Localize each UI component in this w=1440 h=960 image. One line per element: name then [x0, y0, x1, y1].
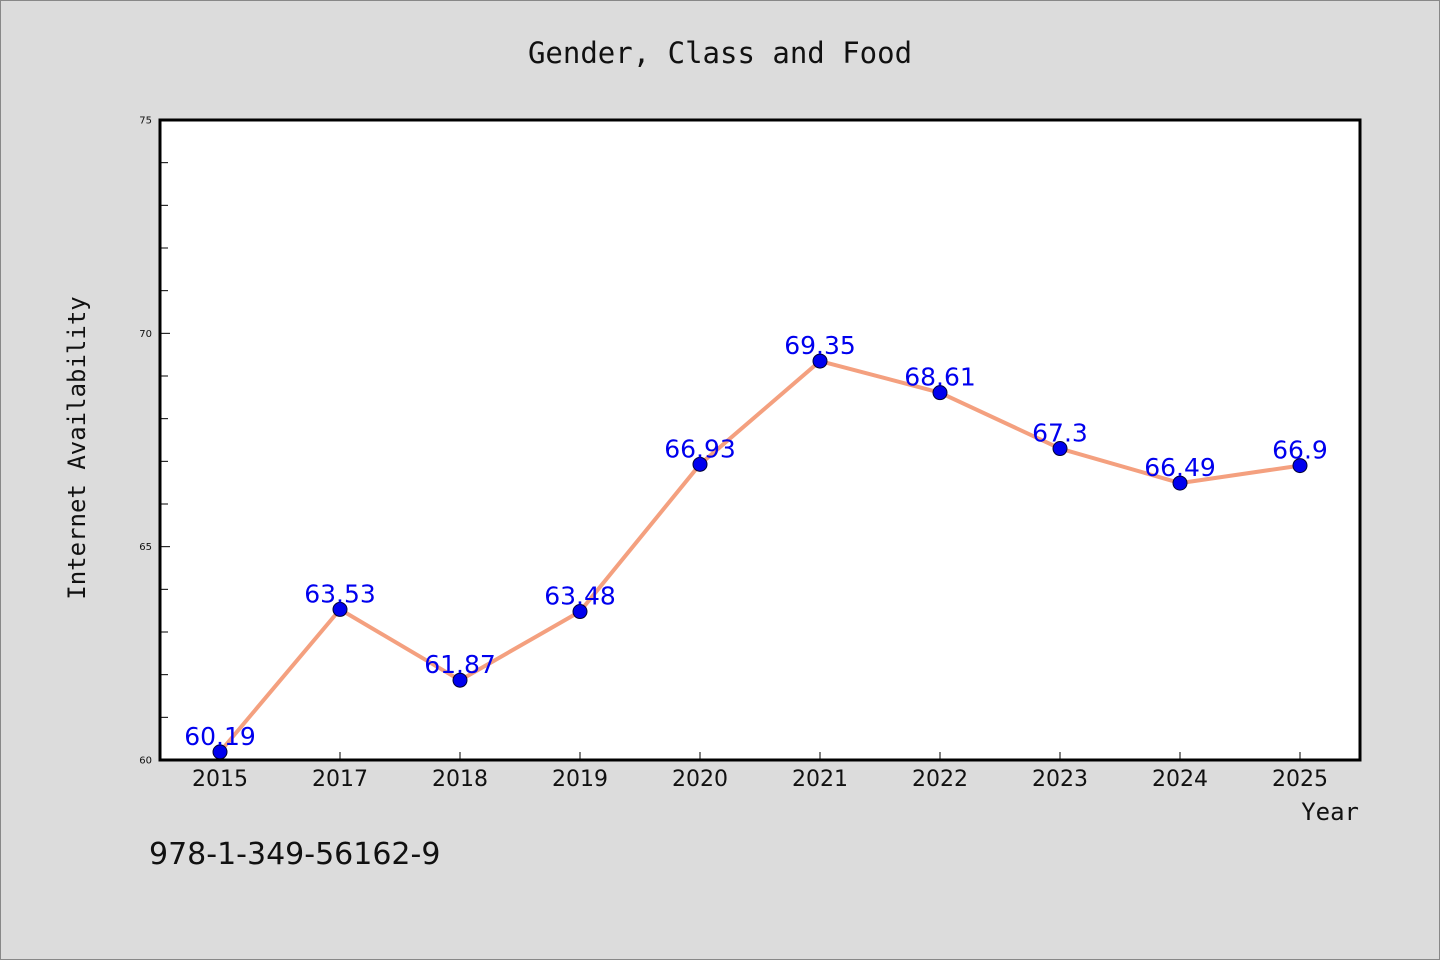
data-point	[1172, 475, 1188, 491]
data-point	[812, 353, 828, 369]
data-label: 66.49	[1144, 453, 1216, 482]
x-tick-label: 2018	[432, 767, 488, 792]
x-tick-label: 2019	[552, 767, 608, 792]
x-tick-label: 2021	[792, 767, 848, 792]
data-label: 61.87	[424, 650, 496, 679]
data-label: 66.93	[664, 434, 736, 463]
data-label: 60.19	[184, 722, 256, 751]
data-label: 66.9	[1272, 436, 1328, 465]
isbn-label: 978-1-349-56162-9	[149, 837, 440, 872]
data-point	[1292, 458, 1308, 474]
series-line	[218, 359, 1302, 754]
data-point	[692, 456, 708, 472]
x-axis-ticks: 2015 2017 2018 2019 2020 2021 2022 2023 2024 2025	[192, 752, 1328, 792]
x-tick-label: 2023	[1032, 767, 1088, 792]
data-label: 68.61	[904, 363, 976, 392]
x-tick-label: 2015	[192, 767, 248, 792]
data-markers	[212, 353, 1308, 760]
series-line-group	[218, 359, 1302, 754]
plot-border	[158, 118, 1362, 762]
chart-title: Gender, Class and Food	[528, 36, 912, 70]
data-label: 69.35	[784, 331, 856, 360]
x-axis-label: Year	[1301, 798, 1359, 826]
data-labels: 60.19 63.53 61.87 63.48 66.93 69.35 68.61 67.3 6…	[184, 331, 1328, 751]
data-point	[332, 601, 348, 617]
x-tick-label: 2025	[1272, 767, 1328, 792]
x-tick-label: 2022	[912, 767, 968, 792]
y-tick-label: 75	[139, 116, 152, 127]
x-tick-label: 2020	[672, 767, 728, 792]
x-tick-label: 2024	[1152, 767, 1208, 792]
y-axis-label: Internet Availability	[63, 296, 91, 599]
data-point	[1052, 441, 1068, 457]
data-point	[932, 385, 948, 401]
data-label: 67.3	[1032, 419, 1088, 448]
y-tick-label: 60	[139, 756, 152, 767]
y-tick-label: 70	[139, 329, 152, 340]
data-label: 63.48	[544, 582, 616, 611]
x-tick-label: 2017	[312, 767, 368, 792]
plot-area	[160, 120, 1360, 760]
data-point	[572, 604, 588, 620]
data-point	[452, 672, 468, 688]
data-label: 63.53	[304, 579, 376, 608]
y-tick-label: 65	[139, 542, 152, 553]
